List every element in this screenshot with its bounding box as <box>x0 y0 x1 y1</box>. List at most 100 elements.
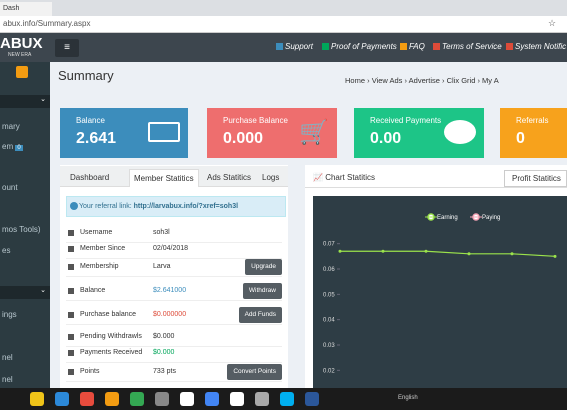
badge: 0 <box>15 145 23 151</box>
url[interactable]: abux.info/Summary.aspx <box>3 19 91 28</box>
info-row: Payments Received $0.000 <box>66 343 282 363</box>
taskbar-icon[interactable] <box>55 392 69 406</box>
crumb[interactable]: Advertise <box>408 76 440 85</box>
piggy-icon <box>444 120 476 144</box>
row-value: $2.641000 <box>153 287 187 294</box>
tab[interactable]: Dashboard <box>70 173 110 182</box>
address-bar <box>0 16 567 33</box>
crown-icon <box>16 66 28 78</box>
nav-link[interactable]: System Notific <box>506 42 566 51</box>
taskbar-icon[interactable] <box>105 392 119 406</box>
row-value: 733 pts <box>153 368 176 375</box>
row-label: Points <box>80 368 100 375</box>
referral-label: Your referral link: <box>79 203 132 210</box>
row-label: Balance <box>80 287 106 294</box>
tagline: NEW ERA <box>8 52 32 58</box>
card-value: 0 <box>516 130 525 147</box>
sidebar-item[interactable]: ings <box>2 310 17 319</box>
crumb[interactable]: View Ads <box>371 76 403 85</box>
y-tick-label: 0.07 <box>323 242 335 248</box>
row-button[interactable]: Convert Points <box>227 364 282 380</box>
nav-link[interactable]: Proof of Payments <box>322 42 397 51</box>
info-row: Purchase balance $0.000000 Add Funds <box>66 305 282 325</box>
referral-link[interactable]: http://larvabux.info/?xref=soh3l <box>133 203 239 210</box>
point <box>338 249 342 253</box>
info-row: Membership Larva Upgrade <box>66 257 282 277</box>
sidebar-item[interactable]: ount <box>2 183 18 192</box>
chart-panel-title-text: Chart Statitics <box>325 173 375 182</box>
sidebar-section[interactable]: ⌄ <box>0 286 50 299</box>
browser-tab[interactable]: Dash <box>0 2 52 16</box>
chart-panel-title: 📈 Chart Statitics <box>313 173 375 182</box>
referral-box: Your referral link: http://larvabux.info… <box>66 196 286 217</box>
row-icon <box>68 264 74 270</box>
row-value: soh3l <box>153 229 170 236</box>
info-row: Username soh3l <box>66 223 282 243</box>
cart-icon: 🛒 <box>299 119 329 146</box>
row-value: Larva <box>153 263 171 270</box>
tab-strip <box>0 0 567 16</box>
sidebar-section[interactable]: ⌄ <box>0 95 50 108</box>
row-button[interactable]: Add Funds <box>238 307 282 323</box>
sidebar-item[interactable]: es <box>2 246 11 255</box>
nav-link[interactable]: FAQ <box>400 42 425 51</box>
taskbar-icon[interactable] <box>180 392 194 406</box>
info-row: Member Since 02/04/2018 <box>66 239 282 259</box>
sidebar-item[interactable]: nel <box>2 353 13 362</box>
menu-toggle[interactable]: ≡ <box>55 39 79 57</box>
taskbar-icon[interactable] <box>30 392 44 406</box>
row-icon <box>68 246 74 252</box>
nav-text: Proof of Payments <box>331 42 397 51</box>
taskbar-icon[interactable] <box>280 392 294 406</box>
y-tick-label: 0.03 <box>323 343 335 349</box>
taskbar-icon[interactable] <box>155 392 169 406</box>
crumb[interactable]: Clix Grid <box>446 76 476 85</box>
sidebar-item[interactable]: nel <box>2 375 13 384</box>
taskbar-icon[interactable] <box>255 392 269 406</box>
card-label: Purchase Balance <box>223 116 288 125</box>
info-row: Balance $2.641000 Withdraw <box>66 281 282 301</box>
row-value: $0.000 <box>153 349 175 356</box>
tab[interactable]: Ads Statitics <box>207 173 252 182</box>
row-icon <box>68 369 74 375</box>
row-icon <box>68 312 74 318</box>
chart-panel-header <box>305 166 567 188</box>
taskbar-icon[interactable] <box>305 392 319 406</box>
row-button[interactable]: Upgrade <box>245 259 282 275</box>
logo[interactable]: ABUX <box>0 35 43 52</box>
y-tick-label: 0.05 <box>323 292 335 298</box>
point <box>553 254 557 258</box>
nav-text: Terms of Service <box>442 42 502 51</box>
info-icon <box>70 202 78 210</box>
crumb[interactable]: Home <box>345 76 366 85</box>
tab-active[interactable]: Member Statitics <box>129 169 199 187</box>
nav-link[interactable]: Terms of Service <box>433 42 502 51</box>
chart-button[interactable]: Profit Statitics <box>504 170 567 187</box>
row-button[interactable]: Withdraw <box>242 283 282 299</box>
legend-label: Earning <box>437 215 458 221</box>
sidebar-item[interactable]: mos Tools) <box>2 225 41 234</box>
taskbar-icon[interactable] <box>80 392 94 406</box>
language: English <box>398 395 418 401</box>
row-icon <box>68 230 74 236</box>
sidebar-item[interactable]: em 0 <box>2 142 23 151</box>
card-value: 2.641 <box>76 130 117 147</box>
sidebar-text: em <box>2 142 14 151</box>
taskbar-icon[interactable] <box>230 392 244 406</box>
taskbar-icon[interactable] <box>130 392 144 406</box>
chart-bg <box>313 196 567 388</box>
nav-text: System Notific <box>515 42 567 51</box>
stat-card: Received Payments 0.00 <box>354 108 484 158</box>
stat-card: Purchase Balance 0.000 🛒 <box>207 108 337 158</box>
card-label: Balance <box>76 116 105 125</box>
row-icon <box>68 350 74 356</box>
breadcrumb: Home › View Ads › Advertise › Clix Grid … <box>345 76 499 85</box>
nav-link[interactable]: Support <box>276 42 313 51</box>
y-tick-label: 0.06 <box>323 267 335 273</box>
tab[interactable]: Logs <box>262 173 280 182</box>
nav-text: FAQ <box>409 42 425 51</box>
crumb[interactable]: My A <box>482 76 499 85</box>
taskbar-icon[interactable] <box>205 392 219 406</box>
sidebar-item[interactable]: mary <box>2 122 20 131</box>
star-icon[interactable]: ☆ <box>548 18 557 28</box>
